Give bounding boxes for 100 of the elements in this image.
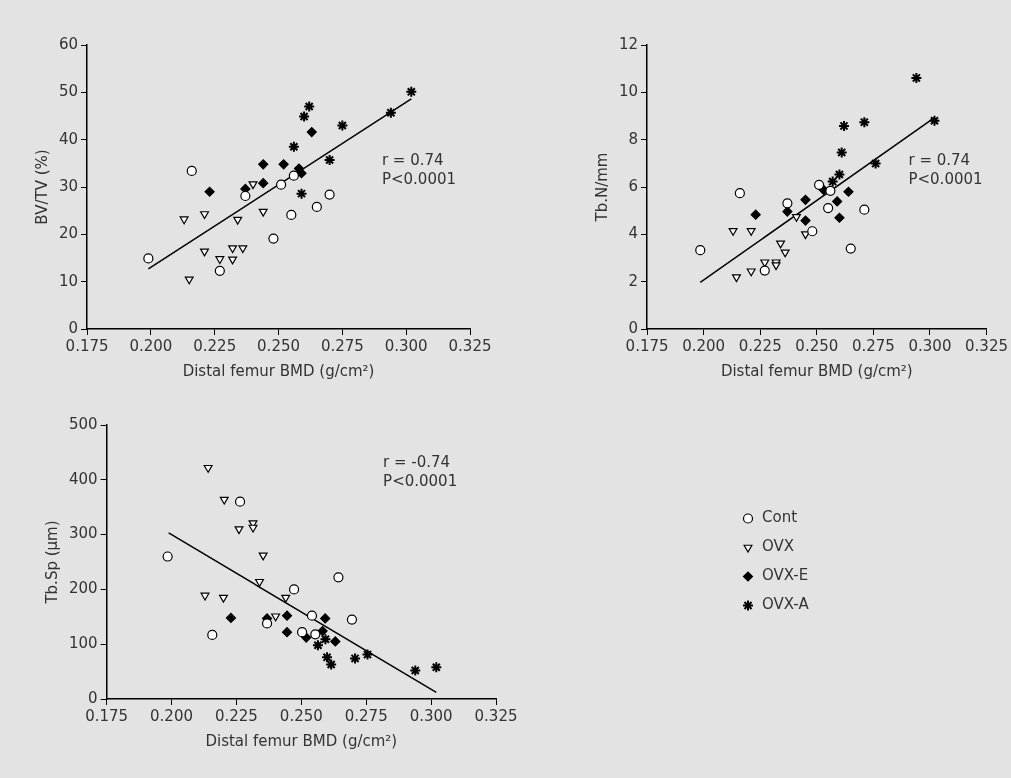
point xyxy=(746,268,756,277)
point xyxy=(409,664,422,677)
point xyxy=(311,201,322,212)
point xyxy=(695,245,706,256)
point xyxy=(832,196,843,207)
point xyxy=(346,614,358,625)
y-tick-label: 6 xyxy=(628,176,639,195)
point xyxy=(248,181,258,190)
point xyxy=(248,524,258,533)
x-tick-label: 0.225 xyxy=(193,336,237,355)
point xyxy=(234,496,246,507)
point xyxy=(204,186,215,197)
point xyxy=(258,208,268,217)
x-axis-title: Distal femur BMD (g/cm²) xyxy=(720,361,913,380)
annotation: r = -0.74 xyxy=(383,453,451,472)
point xyxy=(162,551,173,562)
x-tick-label: 0.175 xyxy=(625,336,669,355)
y-tick-label: 50 xyxy=(58,82,79,101)
point xyxy=(825,185,836,196)
point xyxy=(782,206,793,217)
annotation: r = 0.74 xyxy=(381,151,444,170)
x-tick-label: 0.275 xyxy=(320,336,364,355)
x-tick-label: 0.275 xyxy=(344,706,388,725)
point xyxy=(801,231,810,240)
point xyxy=(746,227,756,236)
point xyxy=(200,592,210,601)
point xyxy=(278,159,289,170)
y-tick-label: 100 xyxy=(68,634,98,653)
y-tick-label: 10 xyxy=(58,271,79,290)
point xyxy=(835,146,848,159)
point xyxy=(296,168,307,179)
x-tick-label: 0.300 xyxy=(409,706,453,725)
point xyxy=(780,249,790,258)
x-tick-label: 0.225 xyxy=(214,706,258,725)
y-axis-title: BV/TV (%) xyxy=(32,149,51,225)
legend-label: OVX-E xyxy=(762,566,809,585)
point xyxy=(833,168,846,181)
point xyxy=(287,140,300,153)
y-tick-label: 300 xyxy=(68,524,98,543)
x-tick-label: 0.325 xyxy=(448,336,492,355)
point xyxy=(791,213,801,222)
point xyxy=(405,85,418,98)
x-tick-label: 0.275 xyxy=(851,336,895,355)
y-tick-label: 500 xyxy=(68,414,98,433)
point xyxy=(215,256,225,265)
y-tick-label: 0 xyxy=(88,688,98,707)
point xyxy=(349,652,362,665)
point xyxy=(143,253,154,264)
point xyxy=(330,636,341,647)
point xyxy=(179,216,189,225)
y-tick-label: 0 xyxy=(628,318,639,337)
point xyxy=(258,178,269,189)
annotation: P<0.0001 xyxy=(381,170,457,189)
point xyxy=(843,186,854,197)
point xyxy=(207,629,218,640)
x-axis-title: Distal femur BMD (g/cm²) xyxy=(182,361,375,380)
point xyxy=(759,265,770,276)
point xyxy=(268,233,279,244)
point xyxy=(306,126,317,138)
x-tick-label: 0.325 xyxy=(474,706,518,725)
point xyxy=(255,578,265,587)
point xyxy=(288,584,300,595)
point xyxy=(288,170,299,181)
point xyxy=(240,190,251,202)
point xyxy=(776,240,786,249)
point xyxy=(303,100,316,113)
point xyxy=(228,245,238,254)
y-tick-label: 60 xyxy=(58,34,79,53)
point xyxy=(203,464,213,473)
point xyxy=(281,594,291,603)
point xyxy=(311,639,324,652)
point xyxy=(317,625,328,637)
point xyxy=(186,165,197,177)
point xyxy=(325,658,338,671)
point xyxy=(430,661,443,674)
y-tick-label: 2 xyxy=(628,271,639,290)
point xyxy=(281,610,293,621)
point xyxy=(238,245,248,254)
legend-label: OVX-A xyxy=(762,595,810,614)
legend-label: Cont xyxy=(762,508,798,527)
point xyxy=(320,613,331,624)
point xyxy=(200,248,210,257)
point xyxy=(214,265,225,276)
point xyxy=(734,188,745,199)
x-tick-label: 0.250 xyxy=(257,336,301,355)
annotation: r = 0.74 xyxy=(908,151,971,170)
y-tick-label: 40 xyxy=(58,129,79,148)
point xyxy=(324,189,335,200)
x-axis-title: Distal femur BMD (g/cm²) xyxy=(205,731,398,750)
y-tick-label: 30 xyxy=(58,176,79,195)
point xyxy=(333,572,344,583)
point xyxy=(271,613,281,622)
point xyxy=(361,648,374,661)
y-tick-label: 20 xyxy=(58,224,79,243)
point xyxy=(928,114,941,127)
y-tick-label: 4 xyxy=(628,224,639,243)
y-axis-title: Tb.Sp (µm) xyxy=(42,520,61,605)
y-axis-title: Tb.N/mm xyxy=(592,152,611,223)
point xyxy=(296,627,308,638)
point xyxy=(261,618,273,629)
